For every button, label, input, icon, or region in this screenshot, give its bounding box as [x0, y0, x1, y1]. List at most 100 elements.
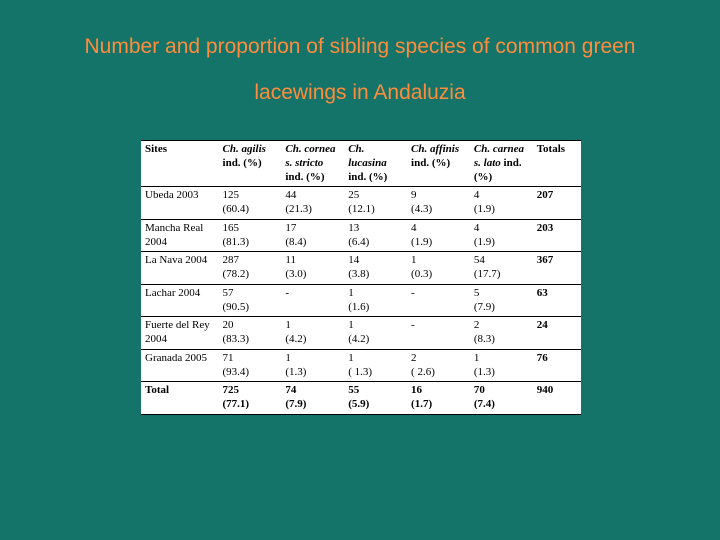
- value-pct: (7.4): [474, 398, 529, 412]
- value-pct: ( 2.6): [411, 366, 466, 380]
- cell-value: 1(1.3): [470, 349, 533, 382]
- title-line-1: Number and proportion of sibling species…: [85, 35, 636, 58]
- table-row: Fuerte del Rey 200420(83.3)1(4.2)1(4.2)-…: [141, 317, 581, 350]
- header-sp-4-name: Ch. affinis: [411, 143, 459, 155]
- cell-value: 17(8.4): [281, 219, 344, 252]
- cell-value: -: [281, 284, 344, 317]
- cell-value: 4(1.9): [407, 219, 470, 252]
- value-count: 1: [474, 352, 529, 366]
- value-pct: (4.3): [411, 203, 466, 217]
- value-pct: (3.0): [285, 268, 340, 282]
- header-sp-4: Ch. affinis ind. (%): [407, 141, 470, 187]
- cell-site: Lachar 2004: [141, 284, 219, 317]
- cell-value: 54(17.7): [470, 252, 533, 285]
- header-sp-1: Ch. agilis ind. (%): [219, 141, 282, 187]
- value-pct: (1.7): [411, 398, 466, 412]
- cell-value: 11(3.0): [281, 252, 344, 285]
- header-sp-2: Ch. cornea s. stricto ind. (%): [281, 141, 344, 187]
- cell-site: Fuerte del Rey 2004: [141, 317, 219, 350]
- value-pct: (7.9): [474, 301, 529, 315]
- value-count: 55: [348, 384, 403, 398]
- cell-value: 4(1.9): [470, 219, 533, 252]
- cell-site: Mancha Real 2004: [141, 219, 219, 252]
- value-count: 17: [285, 222, 340, 236]
- value-pct: (77.1): [223, 398, 278, 412]
- cell-value: 1(4.2): [281, 317, 344, 350]
- cell-row-total: 24: [533, 317, 581, 350]
- value-count: 1: [411, 254, 466, 268]
- table-row: Mancha Real 2004165(81.3)17(8.4)13(6.4)4…: [141, 219, 581, 252]
- value-count: 1: [285, 352, 340, 366]
- cell-value: -: [407, 317, 470, 350]
- cell-site: Granada 2005: [141, 349, 219, 382]
- value-pct: (5.9): [348, 398, 403, 412]
- cell-total-value: 725(77.1): [219, 382, 282, 415]
- value-pct: (1.6): [348, 301, 403, 315]
- value-count: 54: [474, 254, 529, 268]
- value-count: 725: [223, 384, 278, 398]
- cell-value: 1( 1.3): [344, 349, 407, 382]
- cell-total-value: 70(7.4): [470, 382, 533, 415]
- value-pct: (4.2): [348, 333, 403, 347]
- value-count: 16: [411, 384, 466, 398]
- value-count: 13: [348, 222, 403, 236]
- value-pct: (60.4): [223, 203, 278, 217]
- value-count: 71: [223, 352, 278, 366]
- value-pct: (90.5): [223, 301, 278, 315]
- header-sp-5: Ch. carnea s. lato ind. (%): [470, 141, 533, 187]
- value-count: 57: [223, 287, 278, 301]
- cell-row-total: 63: [533, 284, 581, 317]
- value-pct: (81.3): [223, 236, 278, 250]
- slide-title: Number and proportion of sibling species…: [0, 0, 720, 116]
- value-pct: (12.1): [348, 203, 403, 217]
- value-count: 11: [285, 254, 340, 268]
- value-count: -: [411, 287, 466, 301]
- title-line-2: lacewings in Andaluzia: [254, 81, 465, 104]
- cell-value: 57(90.5): [219, 284, 282, 317]
- cell-value: 1(1.3): [281, 349, 344, 382]
- cell-value: 13(6.4): [344, 219, 407, 252]
- header-total: Totals: [533, 141, 581, 187]
- value-count: 5: [474, 287, 529, 301]
- value-pct: (93.4): [223, 366, 278, 380]
- header-sp-3-name: Ch. lucasina: [348, 143, 387, 169]
- value-count: -: [411, 319, 466, 333]
- value-pct: (21.3): [285, 203, 340, 217]
- species-table: Sites Ch. agilis ind. (%) Ch. cornea s. …: [141, 140, 581, 415]
- value-pct: (78.2): [223, 268, 278, 282]
- cell-value: 14(3.8): [344, 252, 407, 285]
- cell-value: 1(1.6): [344, 284, 407, 317]
- cell-value: 71(93.4): [219, 349, 282, 382]
- header-sp-1-unit: ind. (%): [223, 157, 262, 169]
- value-count: 70: [474, 384, 529, 398]
- header-sp-2-name: Ch. cornea s. stricto: [285, 143, 335, 169]
- value-count: 1: [348, 352, 403, 366]
- cell-value: 165(81.3): [219, 219, 282, 252]
- cell-value: -: [407, 284, 470, 317]
- value-pct: (17.7): [474, 268, 529, 282]
- cell-grand-total: 940: [533, 382, 581, 415]
- value-pct: (1.9): [411, 236, 466, 250]
- cell-value: 44(21.3): [281, 187, 344, 220]
- cell-value: 2( 2.6): [407, 349, 470, 382]
- header-sp-3-unit: ind. (%): [348, 171, 387, 183]
- cell-row-total: 76: [533, 349, 581, 382]
- cell-row-total: 207: [533, 187, 581, 220]
- cell-site: La Nava 2004: [141, 252, 219, 285]
- value-count: 9: [411, 189, 466, 203]
- cell-value: 4(1.9): [470, 187, 533, 220]
- value-count: 1: [285, 319, 340, 333]
- value-count: 14: [348, 254, 403, 268]
- value-pct: (83.3): [223, 333, 278, 347]
- cell-total-label: Total: [141, 382, 219, 415]
- value-count: 1: [348, 319, 403, 333]
- cell-row-total: 203: [533, 219, 581, 252]
- value-pct: (8.3): [474, 333, 529, 347]
- value-count: 125: [223, 189, 278, 203]
- header-row: Sites Ch. agilis ind. (%) Ch. cornea s. …: [141, 141, 581, 187]
- value-count: 4: [474, 189, 529, 203]
- cell-value: 9(4.3): [407, 187, 470, 220]
- table-row: Ubeda 2003125(60.4)44(21.3)25(12.1)9(4.3…: [141, 187, 581, 220]
- table-row: Granada 200571(93.4)1(1.3)1( 1.3)2( 2.6)…: [141, 349, 581, 382]
- value-pct: (1.9): [474, 236, 529, 250]
